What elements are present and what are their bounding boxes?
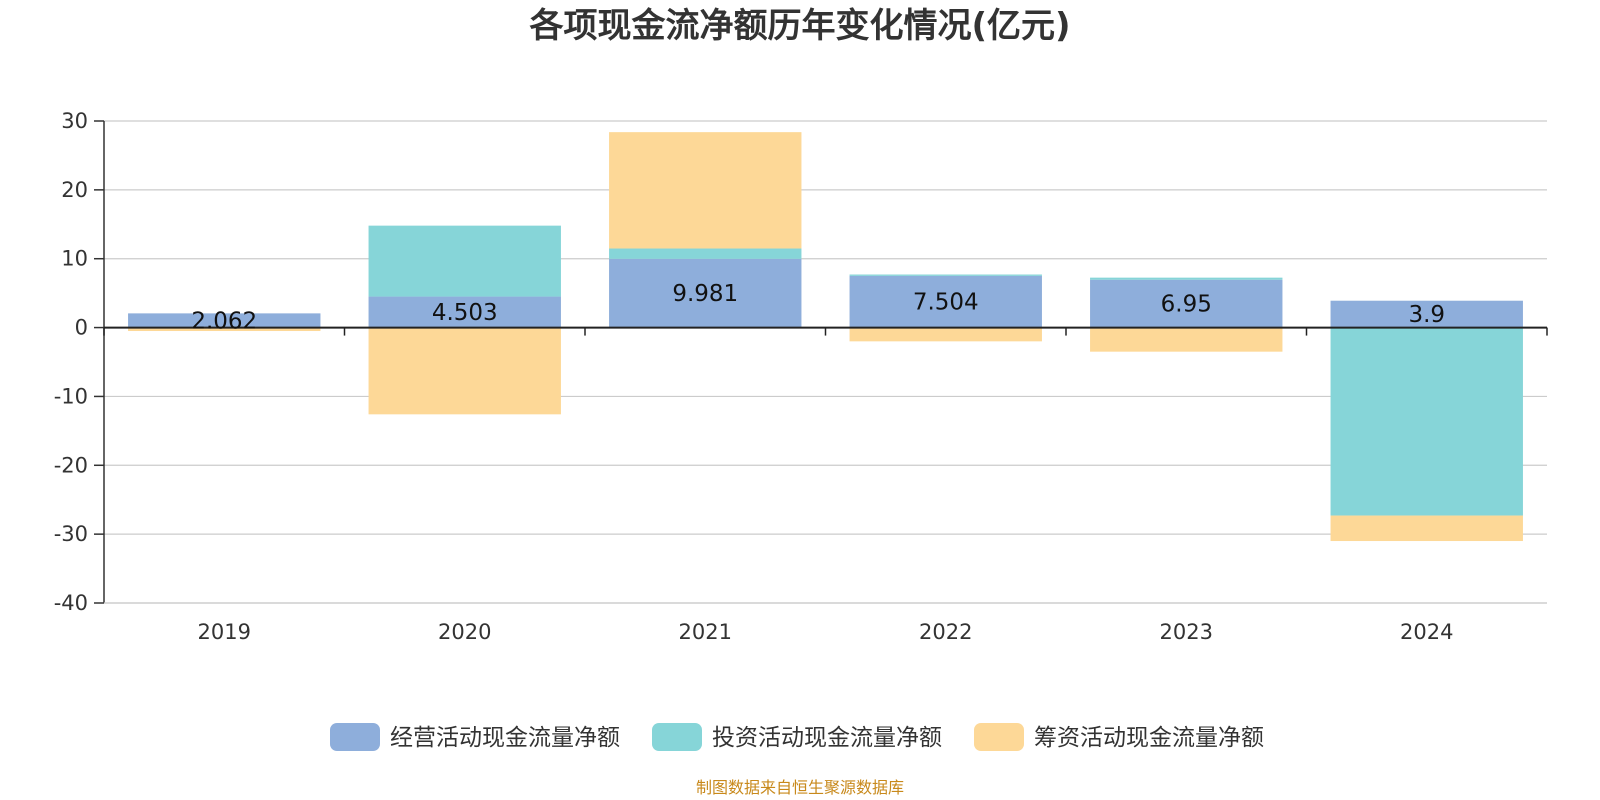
y-tick-label: -10 xyxy=(54,384,88,408)
y-tick-label: -20 xyxy=(54,453,88,477)
bar-2022-series-3 xyxy=(849,327,1042,342)
data-label-2023: 6.95 xyxy=(1161,292,1212,318)
data-label-2021: 9.981 xyxy=(672,281,738,307)
data-label-2022: 7.504 xyxy=(913,290,979,316)
bar-2023-series-2 xyxy=(1090,277,1283,280)
source-note: 制图数据来自恒生聚源数据库 xyxy=(696,778,904,797)
y-tick-label: 30 xyxy=(61,109,88,133)
legend-swatch-2 xyxy=(652,723,702,751)
y-tick-label: -30 xyxy=(54,522,88,546)
y-tick-label: 0 xyxy=(75,316,88,340)
bar-2020-series-1 xyxy=(368,296,561,328)
bar-2020-series-2 xyxy=(368,225,561,297)
bar-2021-series-3 xyxy=(609,132,802,249)
bar-2023-series-3 xyxy=(1090,327,1283,352)
legend-label-2: 投资活动现金流量净额 xyxy=(712,725,942,751)
x-tick-label-2021: 2021 xyxy=(679,620,732,644)
bar-2024-series-3 xyxy=(1330,515,1523,542)
bar-2024-series-1 xyxy=(1330,300,1523,328)
x-tick-label-2019: 2019 xyxy=(198,620,251,644)
bars xyxy=(128,132,1523,542)
y-tick-label: -40 xyxy=(54,591,88,615)
data-label-2024: 3.9 xyxy=(1408,302,1445,328)
legend-label-3: 筹资活动现金流量净额 xyxy=(1034,725,1264,751)
bar-2021-series-2 xyxy=(609,248,802,259)
bar-2019-series-3 xyxy=(128,328,321,332)
x-tick-label-2020: 2020 xyxy=(438,620,491,644)
bar-2023-series-1 xyxy=(1090,279,1283,328)
data-label-2019: 2.062 xyxy=(191,308,257,334)
legend-swatch-1 xyxy=(330,723,380,751)
bar-2019-series-1 xyxy=(128,313,321,328)
bar-2021-series-1 xyxy=(609,258,802,328)
x-tick-label-2024: 2024 xyxy=(1400,620,1453,644)
chart-title: 各项现金流净额历年变化情况(亿元) xyxy=(529,6,1070,46)
x-tick-label-2022: 2022 xyxy=(919,620,972,644)
legend-swatch-3 xyxy=(974,723,1024,751)
y-tick-label: 10 xyxy=(61,247,88,271)
bar-2022-series-1 xyxy=(849,275,1042,328)
legend: 经营活动现金流量净额 投资活动现金流量净额 筹资活动现金流量净额 xyxy=(330,723,1264,751)
data-label-2020: 4.503 xyxy=(432,300,498,326)
axes xyxy=(94,120,1548,604)
y-axis-labels: 30 20 10 0 -10 -20 -30 -40 xyxy=(54,109,88,615)
x-axis-labels: 2019 2020 2021 2022 2023 2024 xyxy=(198,620,1454,644)
bar-2024-series-2 xyxy=(1330,327,1523,516)
bar-2022-series-2 xyxy=(849,274,1042,276)
data-labels: 2.062 4.503 9.981 7.504 6.95 3.9 xyxy=(191,281,1445,334)
bar-2020-series-3 xyxy=(368,327,561,415)
legend-label-1: 经营活动现金流量净额 xyxy=(390,725,620,751)
x-tick-label-2023: 2023 xyxy=(1160,620,1213,644)
y-tick-label: 20 xyxy=(61,178,88,202)
